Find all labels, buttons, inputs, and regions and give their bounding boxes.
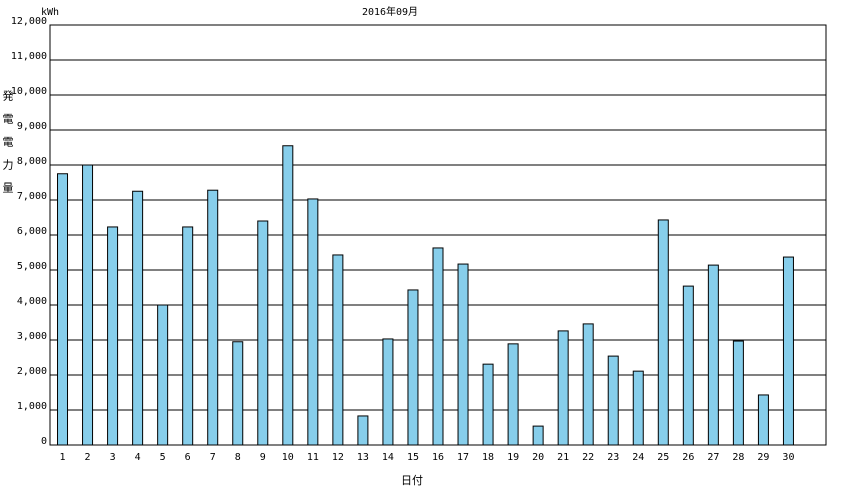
bar [82, 164, 94, 446]
bar [607, 355, 619, 446]
bar [307, 198, 319, 446]
x-tick-label: 21 [557, 452, 569, 463]
bar [532, 425, 544, 446]
bar [582, 323, 594, 446]
bar [557, 330, 569, 446]
x-tick-label: 14 [382, 452, 394, 463]
y-tick-label: 4,000 [17, 296, 47, 307]
x-tick-label: 1 [60, 452, 66, 463]
x-tick-label: 13 [357, 452, 369, 463]
y-tick-label: 6,000 [17, 226, 47, 237]
bar [457, 263, 469, 446]
x-tick-label: 4 [135, 452, 141, 463]
bar [332, 254, 344, 446]
y-axis-label: 発電電力量 [1, 89, 14, 205]
unit-label: kWh [41, 7, 59, 18]
bar [357, 415, 369, 446]
y-tick-label: 7,000 [17, 191, 47, 202]
y-tick-label: 3,000 [17, 331, 47, 342]
x-tick-label: 22 [582, 452, 594, 463]
bar [232, 341, 244, 446]
bar [657, 219, 669, 446]
bar [782, 256, 794, 446]
bar [207, 189, 219, 446]
y-tick-label: 12,000 [11, 16, 47, 27]
x-tick-label: 3 [110, 452, 116, 463]
y-tick-label: 1,000 [17, 401, 47, 412]
x-tick-label: 23 [607, 452, 619, 463]
bar [107, 226, 119, 446]
bar [57, 173, 69, 446]
y-tick-label: 9,000 [17, 121, 47, 132]
x-axis-label: 日付 [401, 474, 423, 487]
y-tick-label: 5,000 [17, 261, 47, 272]
x-tick-label: 16 [432, 452, 444, 463]
x-tick-label: 5 [160, 452, 166, 463]
x-tick-label: 25 [657, 452, 669, 463]
y-tick-label: 11,000 [11, 51, 47, 62]
y-tick-label: 10,000 [11, 86, 47, 97]
bar [507, 343, 519, 446]
x-tick-label: 19 [507, 452, 519, 463]
bar [157, 304, 169, 446]
x-tick-label: 18 [482, 452, 494, 463]
bar [282, 145, 294, 446]
x-tick-label: 30 [782, 452, 794, 463]
x-tick-label: 15 [407, 452, 419, 463]
x-tick-label: 17 [457, 452, 469, 463]
x-tick-label: 20 [532, 452, 544, 463]
bar [632, 370, 644, 446]
bar [732, 340, 744, 446]
x-tick-label: 10 [282, 452, 294, 463]
bar [257, 220, 269, 446]
x-tick-label: 28 [732, 452, 744, 463]
bar [182, 226, 194, 446]
x-tick-label: 7 [210, 452, 216, 463]
bar [132, 190, 144, 446]
bar [432, 247, 444, 446]
chart-title: 2016年09月 [362, 5, 418, 18]
x-tick-label: 11 [307, 452, 319, 463]
bar [407, 289, 419, 446]
y-tick-label: 0 [41, 436, 47, 447]
bar [382, 338, 394, 446]
bar [682, 285, 694, 446]
x-tick-label: 2 [85, 452, 91, 463]
bar [707, 264, 719, 446]
y-tick-label: 2,000 [17, 366, 47, 377]
x-tick-label: 12 [332, 452, 344, 463]
y-tick-label: 8,000 [17, 156, 47, 167]
bar [757, 394, 769, 446]
x-tick-label: 9 [260, 452, 266, 463]
bar [482, 363, 494, 446]
x-tick-label: 27 [707, 452, 719, 463]
x-tick-label: 6 [185, 452, 191, 463]
x-tick-label: 8 [235, 452, 241, 463]
x-tick-label: 24 [632, 452, 644, 463]
x-tick-label: 26 [682, 452, 694, 463]
x-tick-label: 29 [757, 452, 769, 463]
